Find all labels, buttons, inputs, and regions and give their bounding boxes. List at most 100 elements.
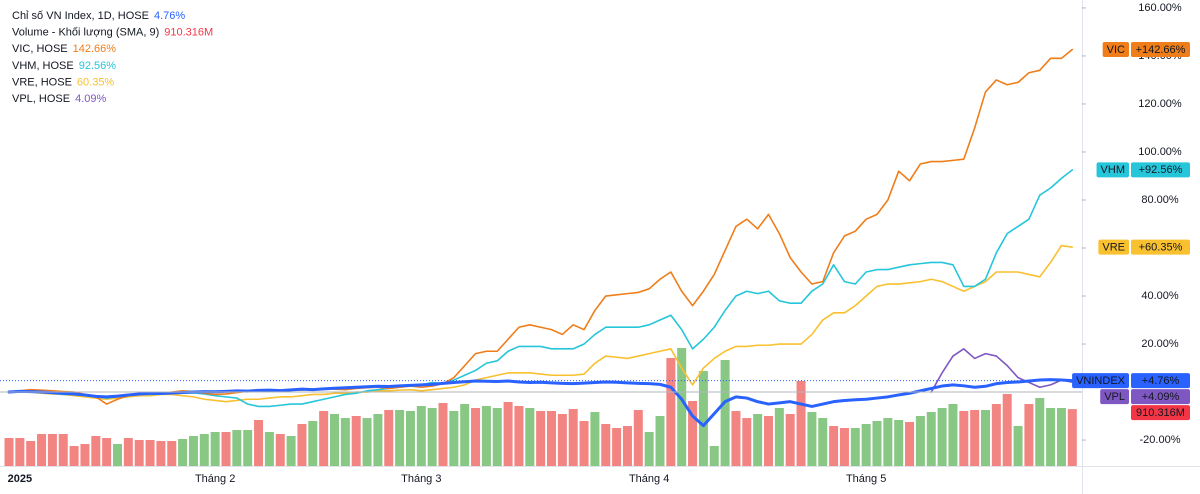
- volume-bar: [449, 411, 459, 466]
- volume-bar: [536, 411, 546, 466]
- volume-bar: [438, 403, 448, 466]
- volume-bar: [384, 410, 394, 466]
- volume-bar: [15, 438, 25, 466]
- volume-bar: [937, 408, 947, 466]
- price-badge-label: +142.66%: [1136, 44, 1186, 56]
- volume-bar: [1046, 408, 1056, 466]
- volume-bar: [340, 418, 350, 466]
- legend-value: 60.35%: [77, 76, 115, 88]
- volume-bar: [69, 446, 79, 466]
- x-tick-label: Tháng 5: [846, 473, 886, 485]
- volume-bar: [883, 418, 893, 466]
- volume-bar: [134, 440, 144, 466]
- x-tick-label: 2025: [8, 473, 32, 485]
- price-badge: [1131, 405, 1190, 421]
- legend-entry: Chỉ số VN Index, 1D, HOSE 4.76%: [12, 10, 185, 22]
- volume-bar: [297, 424, 307, 466]
- volume-bar: [709, 446, 719, 466]
- volume-bar: [221, 432, 231, 466]
- volume-bar: [905, 422, 915, 466]
- volume-bar: [4, 438, 14, 466]
- x-tick-label: Tháng 4: [629, 473, 669, 485]
- legend-name: Volume - Khối lượng (SMA, 9): [12, 27, 159, 39]
- volume-bar: [481, 406, 491, 466]
- volume-bar: [264, 432, 274, 466]
- volume-bar: [1013, 426, 1023, 466]
- legend-value: 910.316M: [164, 27, 213, 39]
- volume-bar: [568, 409, 578, 466]
- series-line: [930, 348, 1074, 393]
- volume-bar: [981, 410, 990, 466]
- price-badge: [1131, 373, 1190, 389]
- volume-bar: [926, 412, 936, 466]
- volume-bar: [254, 420, 264, 466]
- volume-bar: [894, 420, 904, 466]
- price-badge: [1131, 42, 1190, 58]
- volume-bar: [405, 411, 415, 466]
- volume-bar: [102, 438, 112, 466]
- legend-value: 4.76%: [154, 10, 185, 22]
- volume-bar: [796, 381, 806, 466]
- y-tick-label: 100.00%: [1138, 146, 1182, 158]
- series-tag-label: VIC: [1107, 44, 1125, 56]
- legend-name: VHM, HOSE: [12, 60, 74, 72]
- volume-bar: [319, 411, 329, 466]
- volume-bar: [829, 426, 839, 466]
- price-badge: [1131, 389, 1190, 405]
- volume-bar: [590, 412, 600, 466]
- volume-bar: [579, 421, 589, 466]
- volume-bar: [308, 421, 318, 466]
- volume-bar: [492, 408, 502, 466]
- volume-bar: [622, 426, 632, 466]
- volume-bar: [210, 432, 220, 466]
- price-badge-label: 910.316M: [1136, 407, 1185, 419]
- price-badge-label: +92.56%: [1139, 164, 1183, 176]
- volume-bar: [58, 434, 68, 466]
- volume-bar: [330, 414, 339, 466]
- volume-bar: [1035, 398, 1045, 466]
- volume-bar: [633, 410, 643, 466]
- volume-bar: [861, 424, 871, 466]
- badges-layer: +142.66% VIC +92.56% VHM +60.35% VRE +4.76% VNI…: [1072, 42, 1190, 421]
- volume-bar: [991, 404, 1001, 466]
- price-badge-label: +60.35%: [1139, 242, 1183, 254]
- x-tick-label: Tháng 3: [401, 473, 441, 485]
- series-tag-label: VRE: [1102, 242, 1125, 254]
- volume-bar: [1002, 394, 1012, 466]
- volume-bar: [427, 408, 437, 466]
- volume-bar: [243, 430, 253, 466]
- y-tick-label: 80.00%: [1141, 194, 1179, 206]
- volume-bar: [753, 414, 763, 466]
- volume-bar: [774, 408, 784, 466]
- volume-bar: [742, 418, 752, 466]
- volume-bar: [145, 440, 155, 466]
- volume-bar: [644, 432, 654, 466]
- volume-bar: [113, 444, 122, 466]
- series-tag-label: VHM: [1101, 164, 1125, 176]
- y-tick-label: 160.00%: [1138, 2, 1182, 14]
- volume-bar: [199, 434, 209, 466]
- volume-bar: [362, 418, 372, 466]
- volume-bar: [1056, 408, 1066, 466]
- volume-bar: [839, 428, 849, 466]
- price-badge-label: +4.76%: [1142, 375, 1180, 387]
- series-tag-label: VNINDEX: [1076, 375, 1126, 387]
- volume-bar: [666, 358, 676, 466]
- volume-bar: [601, 424, 611, 466]
- volume-bar: [167, 441, 177, 466]
- volume-bar: [698, 371, 708, 466]
- volume-bar: [872, 421, 882, 466]
- legend-entry: VIC, HOSE 142.66%: [12, 43, 116, 55]
- volume-bar: [275, 434, 285, 466]
- volume-bar: [1067, 409, 1077, 466]
- series-tag: [1100, 389, 1129, 405]
- volume-bar: [514, 406, 524, 466]
- volume-bar: [677, 348, 687, 466]
- volume-bar: [948, 404, 958, 466]
- legend-entry: VHM, HOSE 92.56%: [12, 60, 116, 72]
- volume-bar: [915, 416, 925, 466]
- volume-bar: [503, 402, 513, 466]
- price-badge-label: +4.09%: [1142, 391, 1180, 403]
